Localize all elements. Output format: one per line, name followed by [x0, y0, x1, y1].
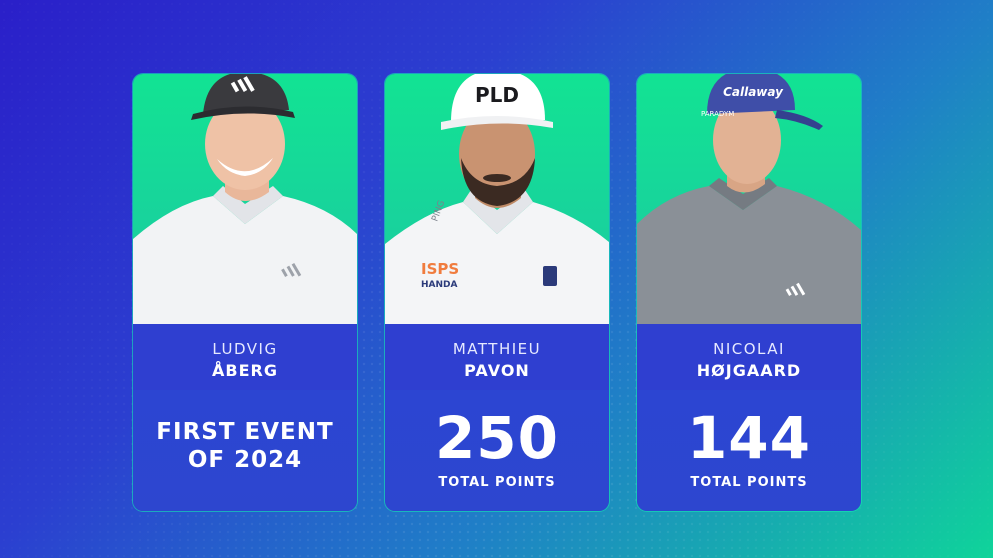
player-name-aberg: LUDVIG ÅBERG — [133, 324, 357, 390]
points-value: 250 — [434, 404, 560, 472]
cap-side-text: PARADYM — [701, 110, 734, 118]
cap-text: Callaway — [723, 85, 784, 99]
last-name: HØJGAARD — [696, 361, 802, 380]
stat-pavon: 250 TOTAL POINTS — [385, 390, 609, 511]
player-card-hojgaard: Callaway PARADYM NICOLAI HØJGAARD 144 TO… — [637, 74, 861, 511]
headline-text: FIRST EVENT OF 2024 — [156, 419, 334, 473]
player-photo-aberg — [133, 74, 357, 324]
stat-hojgaard: 144 TOTAL POINTS — [637, 390, 861, 511]
sponsor-handa: HANDA — [421, 280, 458, 290]
cap-text: PLD — [475, 83, 519, 107]
adidas-cap-logo — [230, 76, 255, 93]
stat-aberg: FIRST EVENT OF 2024 — [133, 390, 357, 511]
player-photo-pavon: PING PLD ISPS HANDA — [385, 74, 609, 324]
player-card-aberg: LUDVIG ÅBERG FIRST EVENT OF 2024 — [133, 74, 357, 511]
first-name: MATTHIEU — [452, 340, 542, 358]
player-name-hojgaard: NICOLAI HØJGAARD — [637, 324, 861, 390]
points-value: 144 — [686, 404, 812, 472]
last-name: PAVON — [464, 361, 530, 380]
first-name: LUDVIG — [212, 340, 278, 358]
player-name-pavon: MATTHIEU PAVON — [385, 324, 609, 390]
player-card-pavon: PING PLD ISPS HANDA MATTHIEU PAVON 250 T… — [385, 74, 609, 511]
last-name: ÅBERG — [212, 361, 278, 380]
first-name: NICOLAI — [713, 340, 785, 358]
points-label: TOTAL POINTS — [438, 475, 556, 490]
sponsor-isps: ISPS — [421, 260, 459, 278]
player-photo-hojgaard: Callaway PARADYM — [637, 74, 861, 324]
points-label: TOTAL POINTS — [690, 475, 808, 490]
